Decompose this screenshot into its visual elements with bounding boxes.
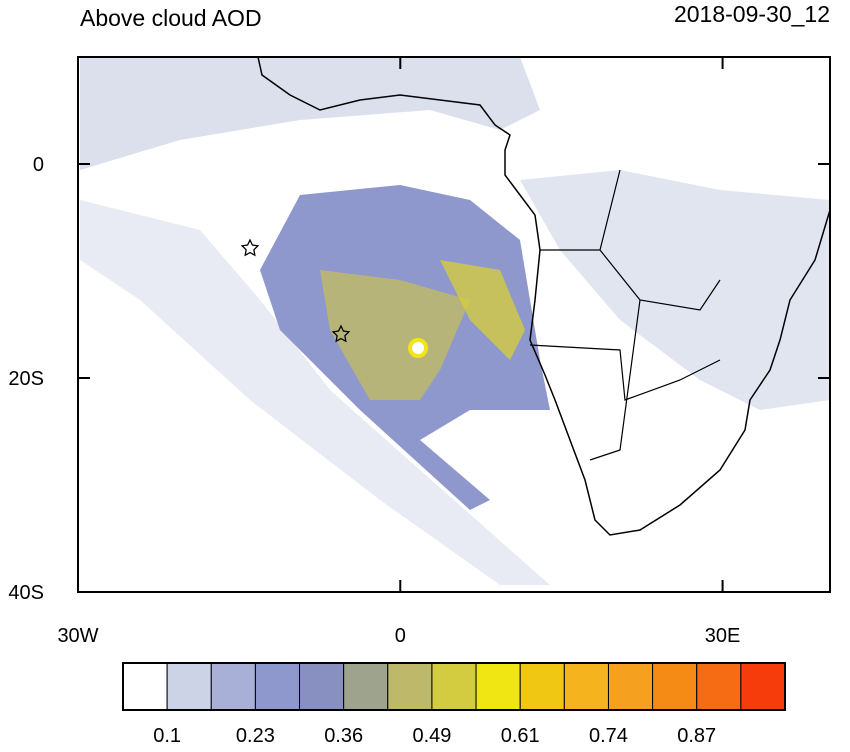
y-tick-label: 40S <box>8 582 44 604</box>
map-layer <box>77 56 831 593</box>
colorbar-box <box>299 662 345 711</box>
colorbar-label: 0.74 <box>589 725 628 747</box>
colorbar-frame <box>122 662 786 711</box>
haze <box>520 170 830 410</box>
aod-core <box>320 270 470 400</box>
colorbar-box <box>387 662 433 711</box>
haze <box>80 57 540 170</box>
haze <box>80 200 550 585</box>
site-marker <box>331 324 351 343</box>
colorbar-label: 0.1 <box>153 725 181 747</box>
colorbar-box <box>652 662 698 711</box>
colorbar-label: 0.61 <box>501 725 540 747</box>
colorbar-label: 0.87 <box>677 725 716 747</box>
aod-hotspot <box>408 338 428 358</box>
colorbar-box <box>210 662 256 711</box>
colorbar-box <box>607 662 654 711</box>
colorbar-box <box>343 662 389 711</box>
y-tick-label: 0 <box>33 154 44 176</box>
colorbar-label: 0.49 <box>412 725 451 747</box>
coastline <box>257 56 831 536</box>
colorbar-box <box>166 662 212 711</box>
colorbar-box <box>740 662 786 711</box>
colorbar-box <box>519 662 565 711</box>
border <box>529 169 721 461</box>
colorbar-box <box>475 662 521 711</box>
y-tick-label: 20S <box>8 368 44 390</box>
colorbar-label: 0.36 <box>324 725 363 747</box>
title: Above cloud AOD <box>80 5 262 31</box>
x-tick-label: 30W <box>57 625 98 647</box>
site-marker <box>240 238 260 257</box>
colorbar-label: 0.23 <box>236 725 275 747</box>
timestamp: 2018-09-30_12 <box>674 1 830 27</box>
colorbar-box <box>696 662 742 711</box>
colorbar-box <box>254 662 301 711</box>
colorbar-box <box>122 662 168 711</box>
colorbar-box <box>563 662 609 711</box>
x-tick-label: 30E <box>705 625 741 647</box>
colorbar-box <box>431 662 477 711</box>
x-tick-label: 0 <box>395 625 406 647</box>
aod-core <box>440 260 525 360</box>
plot-frame <box>77 56 831 593</box>
